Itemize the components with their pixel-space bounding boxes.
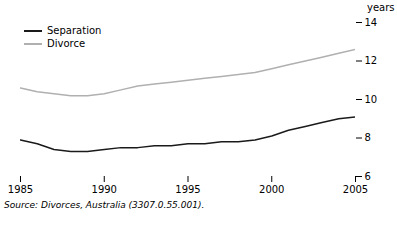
svg-text:2005: 2005: [343, 184, 368, 195]
svg-text:1990: 1990: [92, 184, 117, 195]
svg-text:10: 10: [365, 94, 378, 105]
html-text:Source: Divorces, Australia (3: Source: Divorces, Australia (3307.0.55.0…: [4, 200, 205, 210]
svg-text:1985: 1985: [8, 184, 33, 195]
svg-text:1995: 1995: [175, 184, 200, 195]
svg-text:8: 8: [365, 132, 371, 143]
svg-text:2000: 2000: [259, 184, 284, 195]
svg-text:12: 12: [365, 55, 378, 66]
svg-text:years: years: [367, 2, 395, 13]
html-text:Divorce: Divorce: [47, 38, 86, 49]
svg-text:14: 14: [365, 17, 378, 28]
svg-text:6: 6: [365, 171, 371, 182]
html-text:Separation: Separation: [47, 25, 102, 36]
